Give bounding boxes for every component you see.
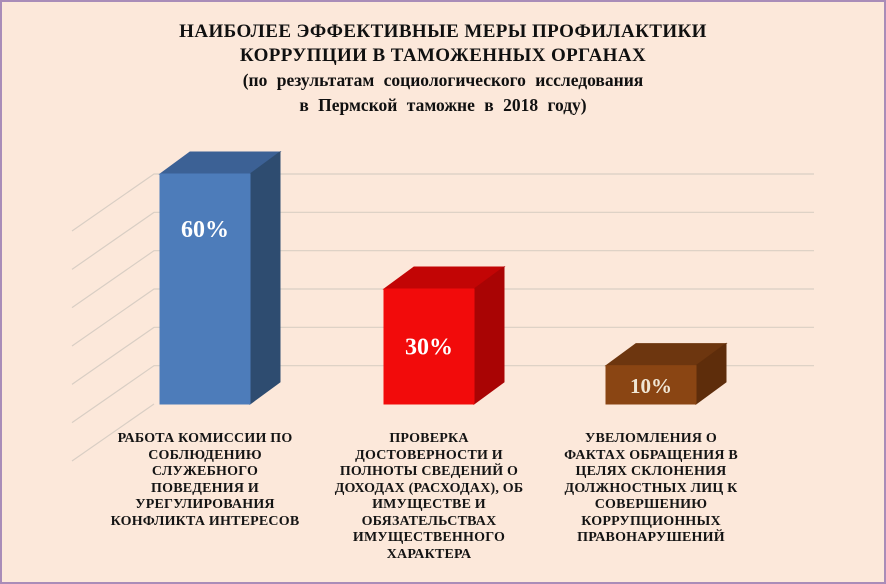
bar-2-front-face [383,288,475,405]
chart-title: НАИБОЛЕЕ ЭФФЕКТИВНЫЕ МЕРЫ ПРОФИЛАКТИКИ К… [2,20,884,118]
gridline-30 [71,288,814,347]
chart-subtitle-line-2: в Пермской таможне в 2018 году) [299,95,587,115]
bar-2-value-label: 30% [405,335,453,361]
bar-1-front-face [159,173,251,405]
gridline-0 [71,403,155,462]
bar-3-front-face [605,365,697,405]
gridline-50 [71,211,814,270]
gridline-40 [71,250,814,309]
bar-2: 30% [382,266,506,405]
chart-subtitle-line-1: (по результатам социологического исследо… [242,70,644,90]
bar-2-side-face [473,266,505,405]
chart-title-line-1: НАИБОЛЕЕ ЭФФЕКТИВНЫЕ МЕРЫ ПРОФИЛАКТИКИ [179,21,707,42]
gridline-20 [71,326,814,385]
bar-3-value-label: 10% [630,374,672,398]
gridline-10 [71,365,814,424]
bar-1-side-face [249,151,281,405]
chart-title-line-2: КОРРУПЦИИ В ТАМОЖЕННЫХ ОРГАНАХ [239,45,647,66]
gridline-60 [71,173,814,232]
bar-1-value-label: 60% [181,217,229,243]
bar-3: 10% [604,342,728,405]
bar-1: 60% [158,151,282,405]
